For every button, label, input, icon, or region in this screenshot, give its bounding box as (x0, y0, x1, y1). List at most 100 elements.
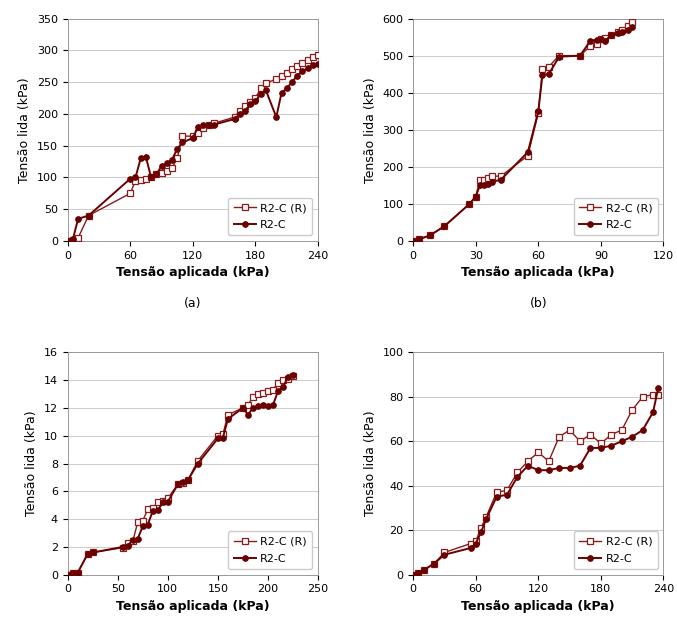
R2-C (R) (430, 560, 438, 567)
R2-C (149, 507, 157, 514)
R2-C (409, 237, 417, 245)
R2-C (R) (189, 132, 197, 140)
R2-C (293, 72, 301, 80)
R2-C (R) (194, 457, 202, 465)
R2-C (R) (137, 176, 145, 184)
R2-C (74, 215, 82, 222)
R2-C (R) (545, 63, 553, 70)
R2-C (R) (613, 28, 621, 35)
Text: (a): (a) (184, 297, 202, 310)
R2-C (118, 543, 127, 551)
R2-C (534, 467, 542, 474)
Line: R2-C: R2-C (65, 62, 321, 243)
R2-C (555, 464, 563, 472)
R2-C (272, 113, 280, 121)
R2-C (R) (538, 65, 546, 72)
R2-C (503, 491, 511, 498)
R2-C (283, 85, 291, 92)
R2-C (R) (142, 176, 150, 183)
R2-C (284, 373, 292, 381)
R2-C (R) (147, 174, 155, 181)
R2-C (246, 101, 255, 108)
R2-C (159, 499, 167, 506)
Y-axis label: Tensão lida (kPa): Tensão lida (kPa) (364, 77, 376, 182)
R2-C (274, 387, 282, 395)
R2-C (477, 529, 485, 536)
R2-C (R) (488, 172, 496, 180)
R2-C (131, 174, 139, 181)
R2-C (126, 175, 134, 182)
R2-C (R) (309, 53, 317, 61)
R2-C (R) (199, 124, 207, 132)
R2-C (R) (638, 393, 647, 400)
R2-C (R) (74, 569, 82, 577)
R2-C (259, 402, 267, 409)
R2-C (628, 433, 636, 441)
R2-C (R) (183, 476, 192, 484)
X-axis label: Tensão aplicada (kPa): Tensão aplicada (kPa) (116, 266, 269, 279)
R2-C (244, 411, 252, 418)
R2-C (R) (219, 431, 227, 438)
R2-C (R) (414, 569, 422, 576)
R2-C (R) (74, 234, 82, 242)
R2-C (649, 408, 657, 416)
R2-C (592, 36, 600, 43)
R2-C (R) (69, 236, 77, 243)
R2-C (R) (129, 538, 137, 545)
R2-C (R) (164, 494, 172, 502)
R2-C (R) (274, 379, 282, 387)
R2-C (430, 560, 438, 567)
R2-C (134, 535, 142, 543)
R2-C (249, 404, 257, 412)
R2-C (152, 171, 160, 178)
R2-C (497, 176, 505, 184)
R2-C (440, 551, 448, 559)
R2-C (R) (134, 518, 142, 525)
R2-C (R) (597, 440, 605, 447)
R2-C (173, 145, 181, 153)
R2-C (415, 235, 423, 243)
R2-C (654, 384, 662, 392)
R2-C (R) (251, 95, 259, 102)
R2-C (R) (299, 59, 307, 67)
R2-C (R) (601, 34, 609, 41)
R2-C (147, 174, 155, 181)
R2-C (R) (607, 32, 615, 39)
R2-C (R) (224, 411, 232, 418)
R2-C (R) (269, 386, 277, 394)
Text: (b): (b) (529, 297, 547, 310)
R2-C (64, 571, 72, 578)
R2-C (183, 476, 192, 484)
R2-C (89, 549, 97, 556)
R2-C (R) (159, 497, 167, 505)
R2-C (R) (497, 172, 505, 180)
R2-C (R) (465, 200, 473, 208)
R2-C (R) (628, 407, 636, 414)
R2-C (R) (131, 177, 139, 184)
R2-C (472, 540, 480, 548)
R2-C (R) (64, 237, 72, 245)
Legend: R2-C (R), R2-C: R2-C (R), R2-C (573, 198, 658, 235)
R2-C (289, 371, 297, 378)
R2-C (R) (440, 222, 448, 230)
R2-C (R) (617, 426, 626, 434)
X-axis label: Tensão aplicada (kPa): Tensão aplicada (kPa) (116, 600, 269, 613)
R2-C (524, 148, 532, 156)
R2-C (84, 550, 92, 557)
R2-C (288, 78, 296, 86)
R2-C (555, 53, 563, 61)
R2-C (R) (493, 489, 501, 496)
Y-axis label: Tensão lida (kPa): Tensão lida (kPa) (18, 77, 31, 182)
R2-C (74, 569, 82, 577)
R2-C (85, 212, 93, 219)
R2-C (124, 542, 132, 549)
R2-C (484, 180, 492, 187)
R2-C (R) (68, 570, 77, 577)
R2-C (R) (545, 457, 553, 465)
R2-C (168, 156, 176, 163)
R2-C (R) (480, 176, 488, 184)
R2-C (R) (272, 75, 280, 83)
R2-C (607, 442, 615, 449)
R2-C (68, 570, 77, 577)
R2-C (309, 61, 317, 69)
